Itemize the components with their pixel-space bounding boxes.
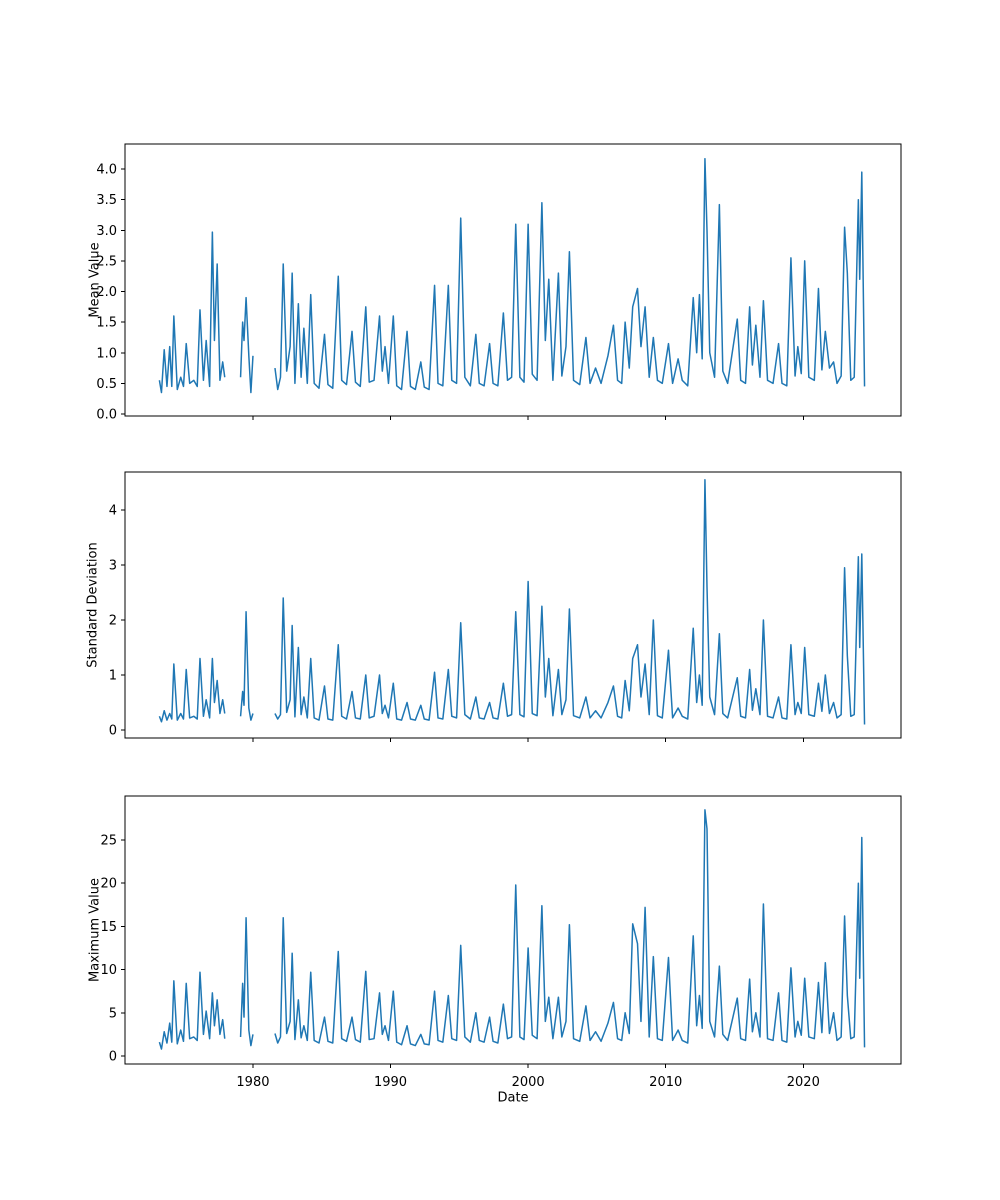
mean-y-tick-label: 0.0 <box>96 407 117 422</box>
std-y-tick-label: 2 <box>109 613 117 628</box>
x-axis-label-date: Date <box>497 1090 529 1106</box>
mean-panel-frame <box>124 143 902 417</box>
max-series-line <box>158 809 866 1050</box>
std-panel-frame <box>124 471 902 739</box>
x-tick-label: 2010 <box>649 1075 682 1090</box>
std-y-tick-label: 4 <box>109 503 117 518</box>
mean-series-line <box>158 157 866 394</box>
y-axis-label-std: Standard Deviation <box>85 542 101 668</box>
max-y-tick-label: 25 <box>100 834 117 849</box>
max-panel-frame <box>124 795 902 1065</box>
x-tick-label: 2000 <box>512 1075 545 1090</box>
mean-y-tick-label: 3.0 <box>96 224 117 239</box>
max-y-tick-label: 15 <box>100 920 117 935</box>
max-y-tick-label: 0 <box>109 1049 117 1064</box>
mean-y-tick-label: 0.5 <box>96 377 117 392</box>
y-axis-label-mean: Mean Value <box>87 242 103 318</box>
x-tick-label: 1980 <box>236 1075 269 1090</box>
x-tick-label: 2020 <box>787 1075 820 1090</box>
mean-y-tick-label: 4.0 <box>96 163 117 178</box>
mean-y-tick-label: 3.5 <box>96 193 117 208</box>
y-axis-label-max: Maximum Value <box>87 878 103 982</box>
mean-y-tick-label: 2.0 <box>96 285 117 300</box>
std-y-tick-label: 3 <box>109 558 117 573</box>
mean-y-tick-label: 1.5 <box>96 316 117 331</box>
std-y-tick-label: 0 <box>109 724 117 739</box>
std-y-tick-label: 1 <box>109 669 117 684</box>
max-y-tick-label: 10 <box>100 963 117 978</box>
max-y-tick-label: 5 <box>109 1006 117 1021</box>
x-tick-label: 1990 <box>374 1075 407 1090</box>
mean-y-tick-label: 2.5 <box>96 254 117 269</box>
max-y-tick-label: 20 <box>100 877 117 892</box>
mean-y-tick-label: 1.0 <box>96 346 117 361</box>
std-series-line <box>158 478 866 725</box>
